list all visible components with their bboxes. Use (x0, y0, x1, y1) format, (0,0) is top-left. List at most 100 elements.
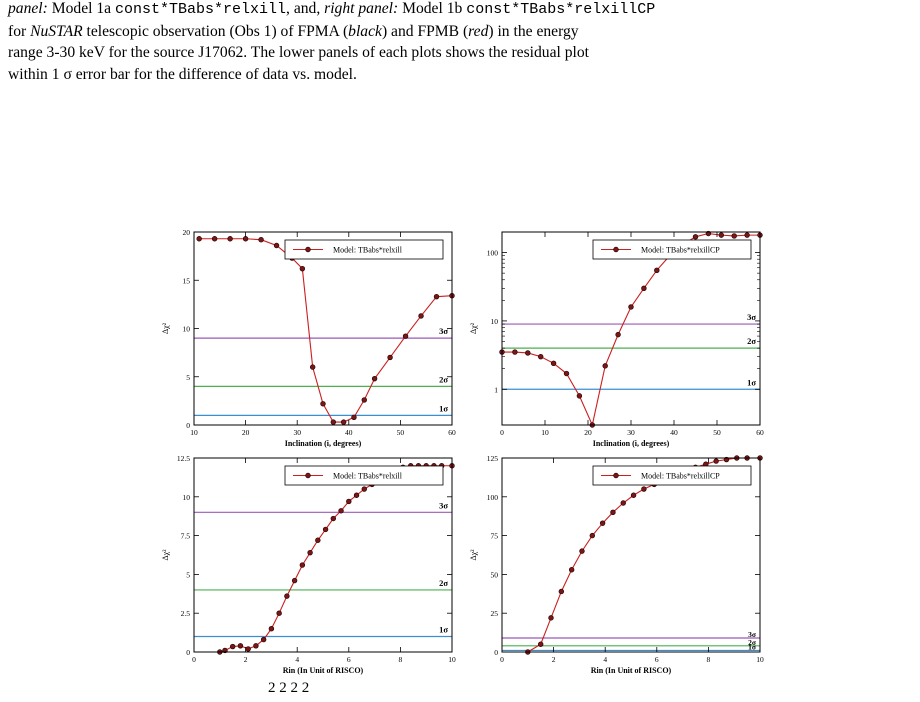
caption-text: for (8, 22, 31, 40)
y-tick-label: 0 (186, 648, 190, 657)
data-point (361, 486, 367, 492)
caption-text: black (348, 22, 382, 40)
data-point (273, 242, 280, 249)
x-axis-label: Inclination (i, degrees) (593, 439, 670, 448)
sigma-label: 3σ (747, 312, 756, 322)
data-point (548, 615, 554, 621)
caption-line-3: range 3-30 keV for the source J17062. Th… (8, 44, 590, 61)
data-point (563, 370, 570, 377)
x-tick-label: 10 (190, 428, 198, 437)
data-curve (199, 238, 453, 423)
y-tick-label: 25 (491, 609, 499, 618)
y-tick-label: 5 (186, 373, 190, 382)
y-tick-label: 100 (487, 249, 499, 258)
caption-text: Model 1b (398, 0, 467, 17)
y-tick-label: 12.5 (177, 454, 190, 463)
sigma-label: 2σ (439, 374, 448, 384)
caption-line-4: within 1 σ error bar for the difference … (8, 65, 357, 83)
data-point (602, 363, 608, 369)
x-tick-label: 30 (293, 428, 301, 437)
data-point (211, 236, 218, 242)
y-tick-label: 1 (494, 385, 498, 394)
legend-marker (305, 246, 311, 253)
cropped-text-fragment: 2 2 2 2 (268, 680, 310, 696)
data-point (284, 593, 290, 599)
data-point (579, 548, 585, 554)
caption-text: ) in the energy (488, 22, 579, 40)
plot-frame (501, 457, 761, 653)
caption-text: telescopic observation (Obs 1) of FPMA ( (82, 22, 349, 40)
y-tick-label: 125 (487, 454, 499, 463)
sigma-label: 1σ (747, 377, 756, 387)
data-point (291, 577, 298, 584)
plot-frame (193, 231, 453, 426)
data-point (307, 549, 313, 556)
caption-text: , and, (286, 0, 325, 17)
data-point (576, 393, 583, 399)
x-tick-label: 30 (627, 428, 635, 437)
data-point (299, 562, 306, 568)
data-point (245, 646, 251, 652)
x-tick-label: 0 (500, 428, 504, 437)
sigma-label: 2σ (439, 578, 448, 588)
data-point (322, 526, 329, 533)
data-point (320, 401, 326, 407)
chart-rin-relxill: 3σ 2σ 1σ 0 2 4 6 8 10 0 2.5 5 7.5 10 12.5 Rin (In Unit … (161, 454, 456, 675)
data-point (512, 349, 518, 355)
caption-text: NuSTAR (30, 22, 83, 40)
figure-caption: panel: Model 1a const*TBabs*relxill, and… (8, 0, 913, 85)
data-point (433, 293, 440, 300)
x-axis-label: Inclination (i, degrees) (285, 439, 362, 448)
data-point (338, 508, 344, 514)
legend-marker (613, 472, 619, 479)
x-tick-label: 60 (448, 428, 456, 437)
caption-text: panel: (8, 0, 48, 17)
data-point (641, 486, 647, 492)
legend-box (592, 465, 752, 486)
x-tick-label: 20 (584, 428, 592, 437)
data-point (340, 419, 347, 425)
data-point (537, 641, 544, 647)
data-point (615, 331, 621, 338)
legend-label: Model: TBabs*relxill (333, 246, 403, 255)
caption-line-1: panel: Model 1a const*TBabs*relxill, and… (8, 0, 913, 21)
y-tick-label: 75 (491, 532, 499, 541)
data-point (692, 234, 699, 240)
sigma-label: 3σ (439, 500, 448, 510)
data-point (299, 265, 306, 272)
caption-code: const*TBabs*relxill (114, 1, 287, 18)
data-curve (219, 465, 452, 653)
data-point (253, 643, 259, 649)
y-tick-label: 10 (183, 325, 191, 334)
data-point (353, 492, 360, 498)
y-axis-label: Δχ² (469, 322, 478, 334)
caption-text: ) and FPMB ( (381, 22, 469, 40)
data-point (330, 419, 337, 425)
y-tick-label: 5 (186, 570, 190, 579)
data-point (418, 313, 424, 319)
y-tick-label: 0 (494, 648, 498, 657)
caption-line-2: for NuSTAR telescopic observation (Obs 1… (8, 21, 913, 43)
y-tick-label: 15 (183, 276, 191, 285)
data-point (346, 498, 352, 505)
y-axis-label: Δχ² (161, 549, 170, 561)
data-point (227, 236, 233, 242)
x-tick-label: 0 (500, 655, 504, 664)
x-tick-label: 50 (713, 428, 721, 437)
data-point (713, 458, 719, 464)
data-point (550, 360, 557, 366)
data-point (589, 532, 596, 539)
data-point (718, 232, 724, 238)
data-point (654, 267, 660, 274)
x-tick-label: 0 (192, 655, 196, 664)
data-point (229, 643, 236, 650)
x-tick-label: 50 (397, 428, 405, 437)
sigma-label: 3σ (748, 630, 757, 639)
caption-text: Model 1a (47, 0, 115, 17)
y-tick-label: 20 (183, 228, 191, 237)
x-tick-label: 40 (670, 428, 678, 437)
data-point (537, 353, 544, 360)
